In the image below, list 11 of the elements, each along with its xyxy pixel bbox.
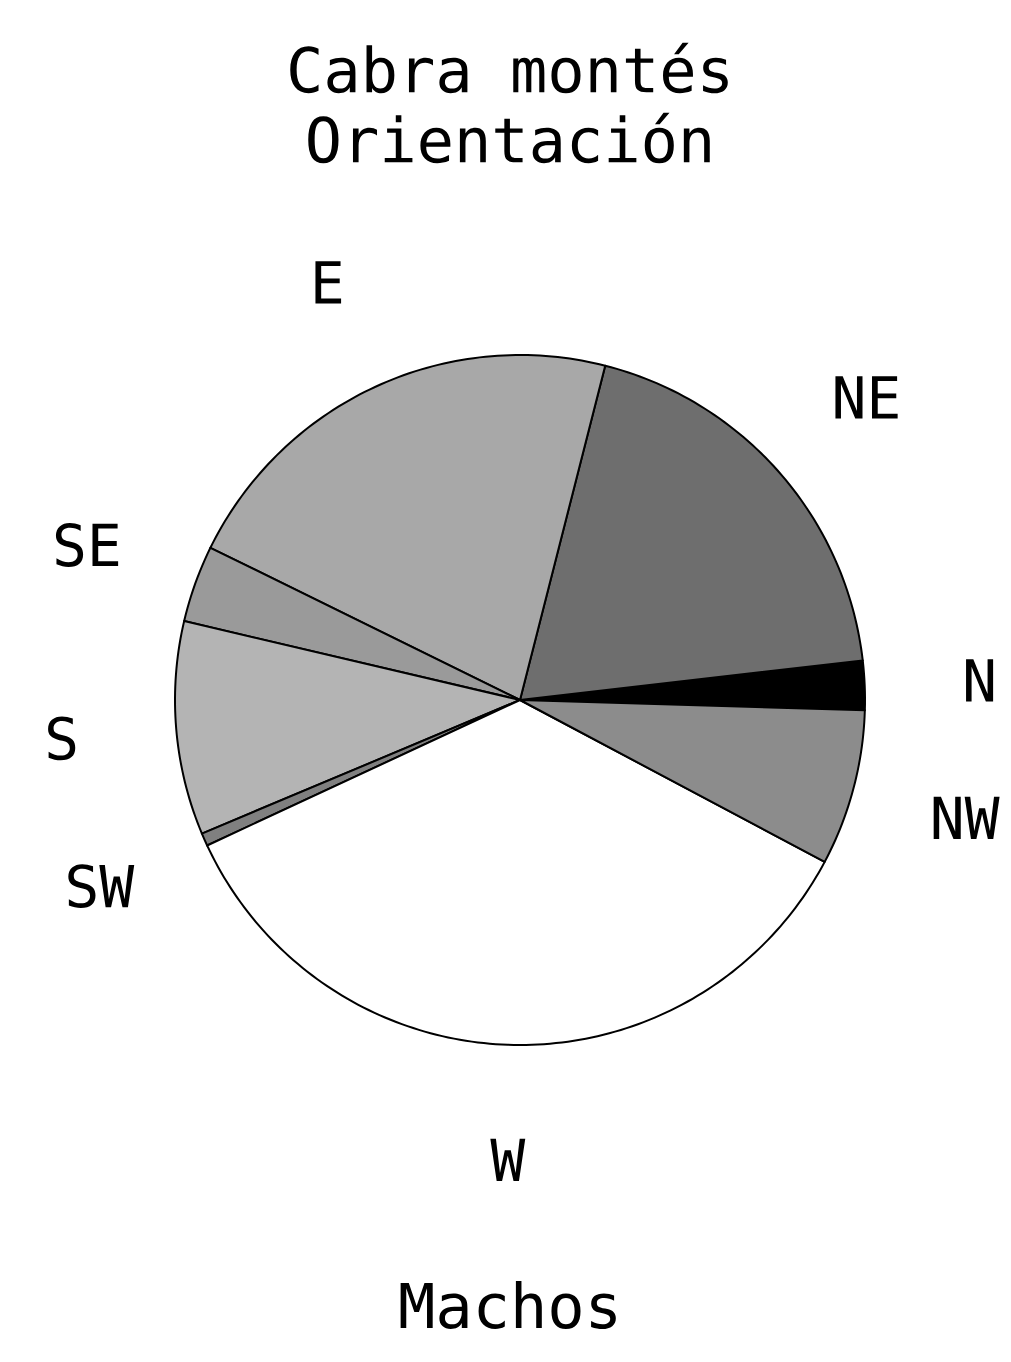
slice-label: SW: [68, 864, 135, 909]
chart-title: Cabra montés: [290, 42, 728, 94]
slice-label: S: [48, 716, 76, 761]
slice-label: W: [490, 1138, 526, 1181]
chart-subtitle: Orientación: [308, 112, 710, 164]
slice-label: NW: [933, 796, 1000, 839]
slice-label: E: [315, 261, 342, 304]
slice-label: SE: [55, 523, 119, 567]
slice-label: NE: [835, 376, 898, 419]
slice-label: N: [966, 659, 994, 702]
text: Machos: [400, 1281, 616, 1329]
